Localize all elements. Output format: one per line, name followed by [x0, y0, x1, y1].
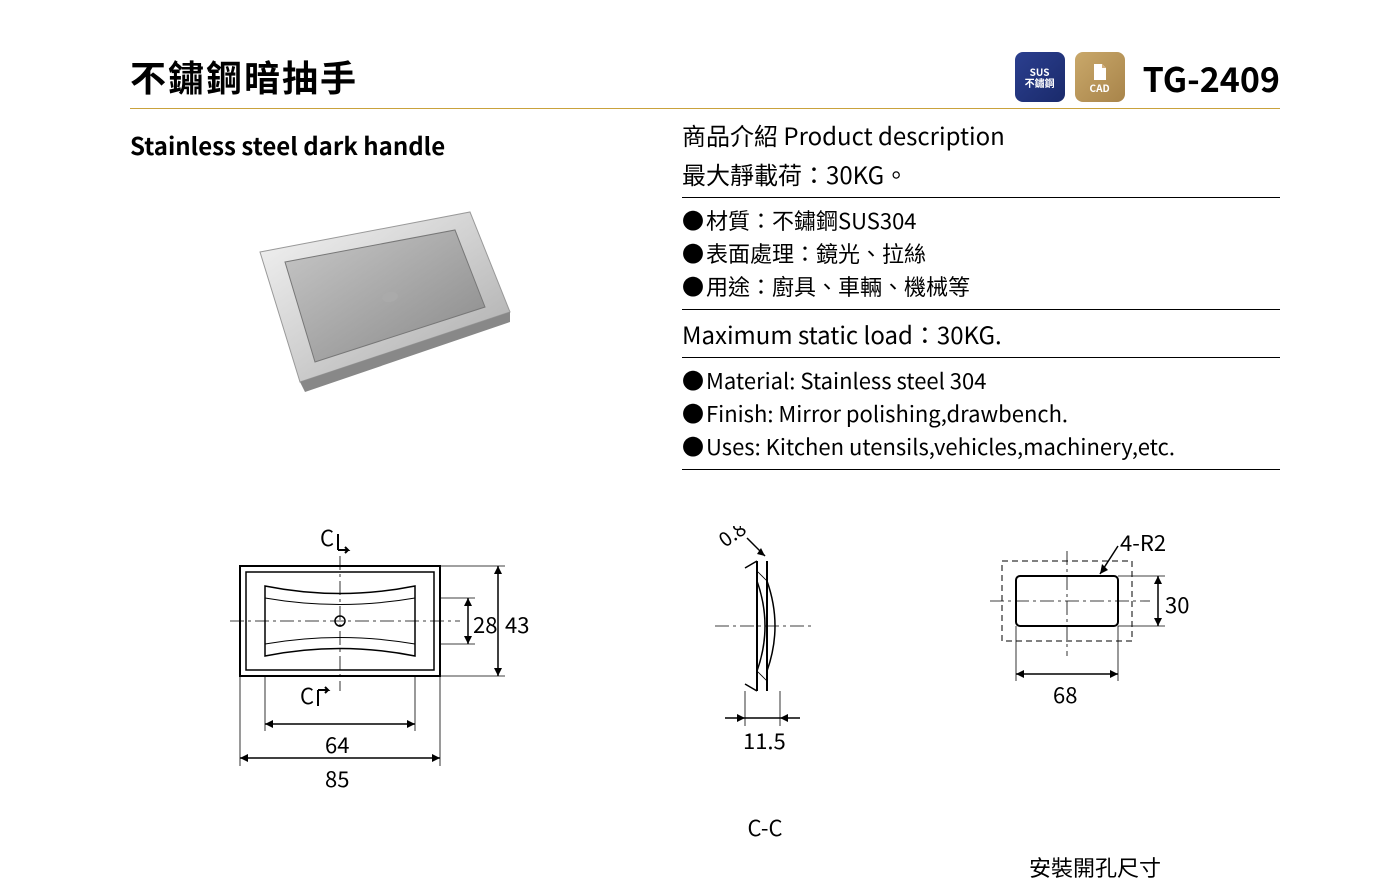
description-heading: 商品介紹 Product description	[682, 117, 1280, 152]
diagrams: C C	[130, 526, 1280, 806]
product-photo	[230, 202, 682, 407]
dim-64: 64	[325, 728, 349, 760]
sus-badge-line2: 不鏽鋼	[1025, 77, 1055, 88]
left-column: Stainless steel dark handle	[130, 109, 682, 476]
front-view-diagram: C C	[230, 526, 540, 806]
divider	[682, 469, 1280, 470]
bullet-uses-cn: 用途：廚具、車輛、機械等	[682, 270, 1280, 303]
cad-badge-icon: CAD	[1075, 52, 1125, 102]
header: 不鏽鋼暗抽手 SUS 不鏽鋼 CAD TG-2409	[130, 50, 1280, 109]
content: Stainless steel dark handle	[130, 109, 1280, 476]
header-right: SUS 不鏽鋼 CAD TG-2409	[1015, 52, 1280, 102]
cutout-diagram: 4-R2 30 68 安裝開孔尺寸	[990, 526, 1200, 806]
section-c-top: C	[320, 526, 334, 553]
max-load-en: Maximum static load：30KG.	[682, 316, 1280, 351]
divider	[682, 357, 1280, 358]
dim-28: 28	[473, 608, 497, 640]
subtitle-english: Stainless steel dark handle	[130, 127, 682, 162]
svg-text:0.8: 0.8	[712, 526, 751, 553]
sus-badge-icon: SUS 不鏽鋼	[1015, 52, 1065, 102]
bullet-finish-en: Finish: Mirror polishing,drawbench.	[682, 397, 1280, 430]
section-view-diagram: 0.8 11.5 C-C	[695, 526, 835, 806]
dim-43: 43	[505, 608, 529, 640]
divider	[682, 197, 1280, 198]
bullet-material-en: Material: Stainless steel 304	[682, 364, 1280, 397]
dim-depth: 11.5	[743, 724, 786, 756]
description-column: 商品介紹 Product description 最大靜載荷：30KG。 材質：…	[682, 109, 1280, 476]
dim-30: 30	[1165, 588, 1189, 620]
bullet-finish-cn: 表面處理：鏡光、拉絲	[682, 237, 1280, 270]
title-chinese: 不鏽鋼暗抽手	[130, 50, 358, 102]
cutout-caption: 安裝開孔尺寸	[990, 851, 1200, 883]
cad-badge-label: CAD	[1090, 82, 1110, 93]
dim-68: 68	[1053, 678, 1077, 710]
svg-text:4-R2: 4-R2	[1120, 526, 1166, 558]
bullet-uses-en: Uses: Kitchen utensils,vehicles,machiner…	[682, 430, 1280, 463]
svg-text:C: C	[300, 679, 314, 711]
section-label: C-C	[695, 811, 835, 843]
bullet-material-cn: 材質：不鏽鋼SUS304	[682, 204, 1280, 237]
divider	[682, 309, 1280, 310]
dim-85: 85	[325, 762, 349, 794]
model-number: TG-2409	[1143, 53, 1280, 102]
max-load-cn: 最大靜載荷：30KG。	[682, 156, 1280, 191]
